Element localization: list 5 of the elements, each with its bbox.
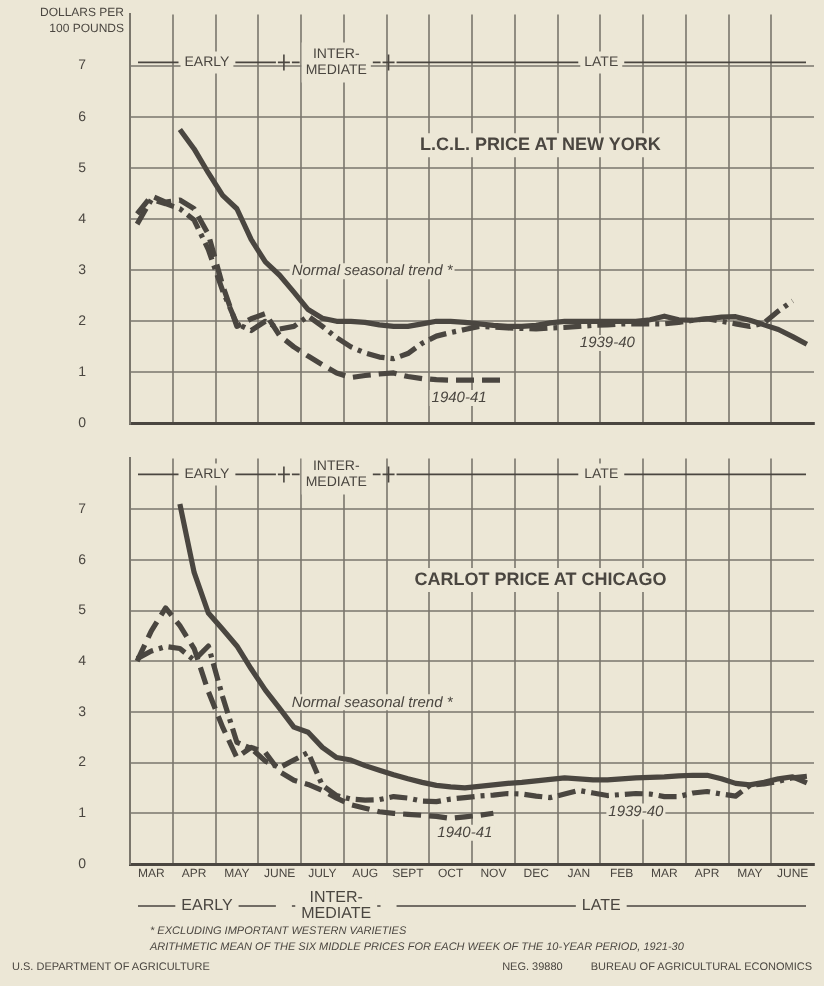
text: INTER-MEDIATE xyxy=(301,888,372,923)
text: CARLOT PRICE AT CHICAGO xyxy=(414,569,667,590)
text: EARLY xyxy=(181,896,234,915)
text: LATE xyxy=(581,896,621,915)
text: L.C.L. PRICE AT NEW YORK xyxy=(420,134,662,155)
